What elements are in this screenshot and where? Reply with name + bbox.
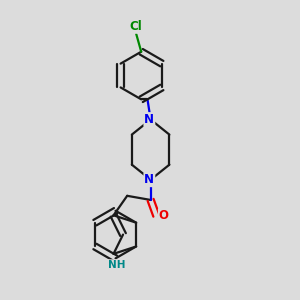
Text: N: N: [144, 173, 154, 186]
Text: Cl: Cl: [130, 20, 142, 33]
Text: O: O: [159, 209, 169, 222]
Text: N: N: [144, 113, 154, 126]
Text: NH: NH: [108, 260, 125, 270]
